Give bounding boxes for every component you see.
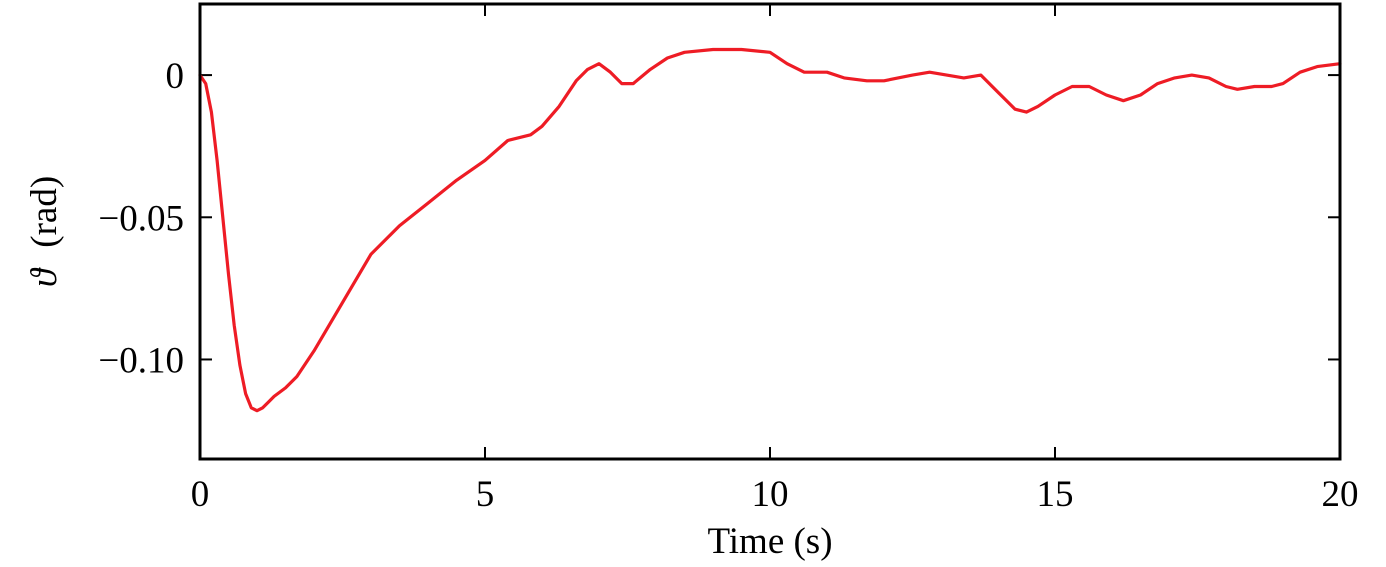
x-tick-label: 10 [752,474,789,515]
x-axis-label: Time (s) [707,521,832,562]
x-tick-label: 20 [1322,474,1359,515]
y-axis-unit: (rad) [24,176,65,248]
y-axis-symbol: ϑ [24,267,65,287]
x-tick-label: 0 [191,474,210,515]
plot-frame [198,2,1342,461]
x-tick-label: 5 [476,474,495,515]
y-tick-label: −0.10 [98,340,184,381]
y-tick-label: 0 [166,56,185,97]
x-tick-label: 15 [1037,474,1074,515]
y-axis-label: ϑ (rad) [24,176,65,287]
y-tick-label: −0.05 [98,198,184,239]
series-line [198,47,1342,413]
